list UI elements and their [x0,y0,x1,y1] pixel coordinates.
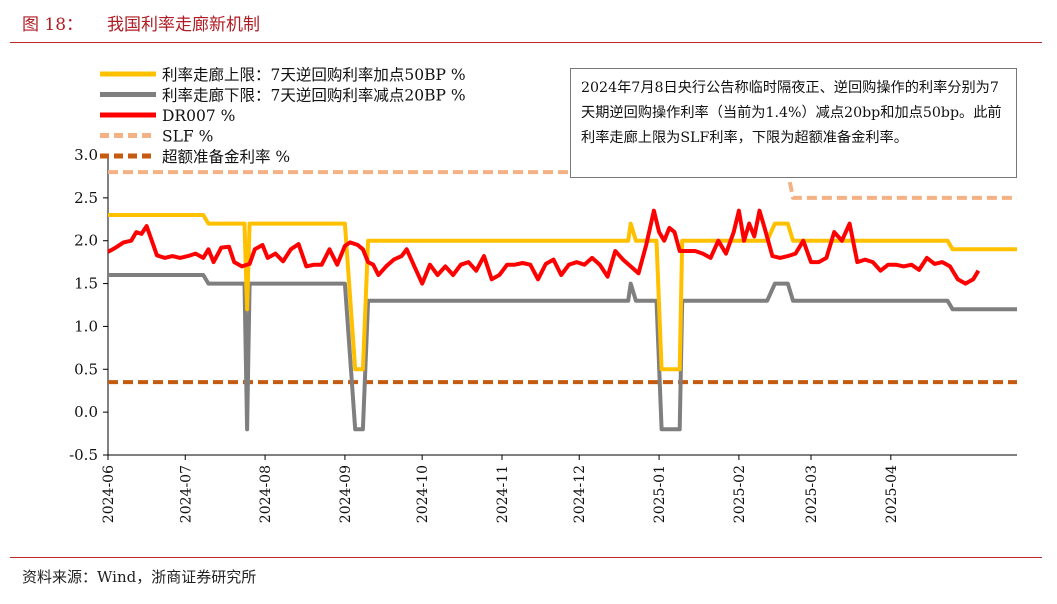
x-tick-label: 2025-01 [652,465,668,523]
legend-label-3: SLF % [162,128,213,146]
x-tick-label: 2025-03 [804,465,820,523]
series-line-0 [108,213,1017,372]
x-tick-label: 2024-08 [258,465,274,523]
y-tick-label: 1.5 [74,275,98,293]
source-rule [10,557,1042,558]
legend-label-4: 超额准备金利率 % [162,148,290,166]
legend-label-2: DR007 % [162,107,235,125]
x-tick-label: 2025-02 [732,465,748,523]
x-tick-label: 2024-10 [415,465,431,523]
series-line-1 [108,273,1017,432]
x-tick-label: 2024-11 [495,465,511,523]
annotation-box: 2024年7月8日央行公告称临时隔夜正、逆回购操作的利率分别为7天期逆回购操作利… [570,68,1017,178]
y-tick-label: 2.5 [74,189,98,207]
x-tick-label: 2024-12 [572,465,588,523]
y-tick-label: 0.5 [74,360,98,378]
series-line-2 [107,208,981,286]
source-note: 资料来源：Wind，浙商证券研究所 [22,568,257,586]
figure-label: 图 18： [22,15,84,35]
x-tick-label: 2024-06 [101,465,117,523]
y-tick-label: 1.0 [74,317,98,335]
y-tick-label: 2.0 [74,232,98,250]
y-tick-label: -0.5 [69,446,98,464]
legend-label-1: 利率走廊下限：7天逆回购利率减点20BP % [162,87,466,105]
x-tick-label: 2024-07 [178,465,194,523]
legend-label-0: 利率走廊上限：7天逆回购利率加点50BP % [162,66,466,84]
title-rule [10,42,1042,43]
y-tick-label: 0.0 [74,403,98,421]
figure-title-text: 我国利率走廊新机制 [107,15,261,35]
series-line-3 [108,170,1017,200]
y-tick-label: 3.0 [74,146,98,164]
x-tick-label: 2025-04 [884,465,900,523]
x-tick-label: 2024-09 [338,465,354,523]
figure-title: 图 18： 我国利率走廊新机制 [22,10,260,35]
